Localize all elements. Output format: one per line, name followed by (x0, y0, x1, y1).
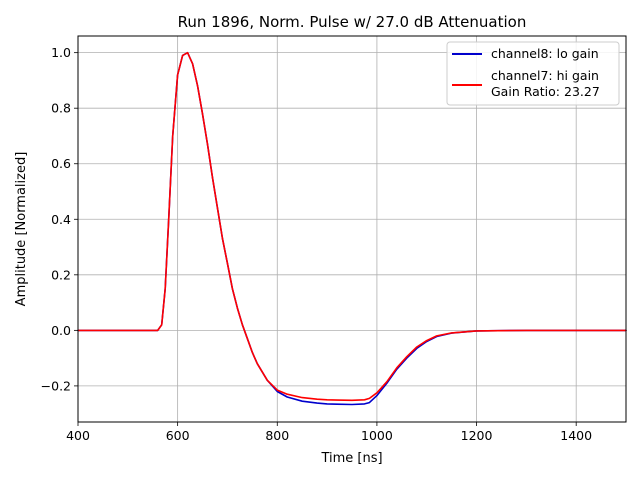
chart-title: Run 1896, Norm. Pulse w/ 27.0 dB Attenua… (178, 13, 527, 31)
legend-gain-ratio: Gain Ratio: 23.27 (491, 84, 600, 99)
plot-frame (77, 35, 627, 423)
y-tick-label: 0.8 (51, 101, 71, 116)
y-tick-label: −0.2 (41, 378, 71, 393)
x-axis-label: Time [ns] (320, 451, 382, 466)
y-tick-label: 0.0 (51, 323, 71, 338)
y-axis-ticks: −0.2 0.0 0.2 0.4 0.6 0.8 1.0 (41, 45, 78, 393)
y-tick-label: 0.2 (51, 267, 71, 282)
legend: channel8: lo gain channel7: hi gain Gain… (446, 41, 620, 106)
series-lines (77, 51, 627, 406)
x-tick-label: 1000 (361, 428, 393, 443)
x-tick-label: 1400 (560, 428, 592, 443)
y-axis-label: Amplitude [Normalized] (14, 152, 29, 307)
legend-label-channel7: channel7: hi gain (491, 68, 599, 83)
y-tick-label: 0.6 (51, 156, 71, 171)
legend-box (446, 41, 620, 106)
x-axis-ticks: 400 600 800 1000 1200 1400 (66, 422, 592, 443)
x-tick-label: 600 (166, 428, 190, 443)
legend-label-channel8: channel8: lo gain (491, 46, 599, 61)
y-tick-label: 0.4 (51, 212, 71, 227)
x-tick-label: 800 (265, 428, 289, 443)
x-tick-label: 400 (66, 428, 90, 443)
series-line-channel7 (77, 51, 627, 402)
x-tick-label: 1200 (461, 428, 493, 443)
y-tick-label: 1.0 (51, 45, 71, 60)
